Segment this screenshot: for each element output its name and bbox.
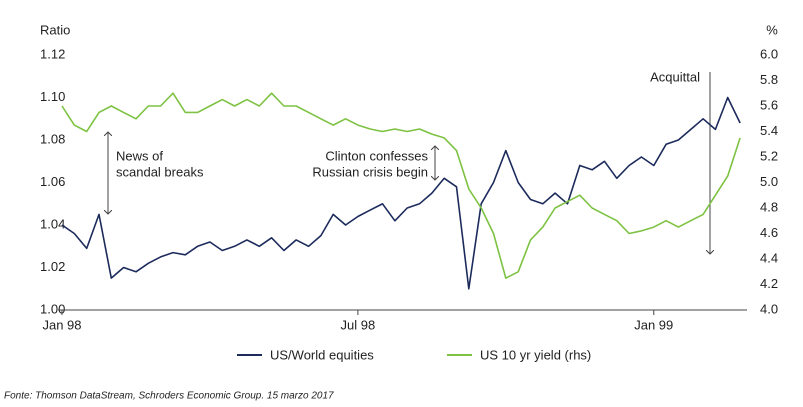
y2-tick-label: 6.0: [760, 46, 778, 61]
y2-tick-label: 5.0: [760, 174, 778, 189]
annotation: Russian crisis begin: [312, 164, 428, 179]
annotation: Acquittal: [650, 69, 700, 84]
x-tick-label: Jan 99: [634, 317, 673, 332]
y2-tick-label: 5.8: [760, 72, 778, 87]
y-tick-label: 1.04: [40, 216, 65, 231]
legend-label: US 10 yr yield (rhs): [480, 347, 591, 362]
series-line: [61, 96, 741, 290]
y2-tick-label: 4.8: [760, 199, 778, 214]
y2-tick-label: 4.0: [760, 301, 778, 316]
y-tick-label: 1.08: [40, 131, 65, 146]
annotation: News of: [116, 148, 163, 163]
y-axis-label: Ratio: [40, 22, 70, 37]
annotation: Clinton confesses: [325, 148, 428, 163]
y2-tick-label: 5.2: [760, 148, 778, 163]
y2-tick-label: 4.4: [760, 250, 778, 265]
y-tick-label: 1.12: [40, 46, 65, 61]
annotation: scandal breaks: [116, 164, 204, 179]
y2-tick-label: 5.6: [760, 97, 778, 112]
y2-tick-label: 4.2: [760, 276, 778, 291]
y-tick-label: 1.06: [40, 174, 65, 189]
y-tick-label: 1.10: [40, 89, 65, 104]
legend-label: US/World equities: [270, 347, 374, 362]
series-line: [61, 92, 741, 279]
y2-tick-label: 4.6: [760, 225, 778, 240]
y-tick-label: 1.00: [40, 301, 65, 316]
y2-tick-label: 5.4: [760, 123, 778, 138]
y-tick-label: 1.02: [40, 259, 65, 274]
source: Fonte: Thomson DataStream, Schroders Eco…: [4, 391, 334, 402]
x-tick-label: Jul 98: [341, 317, 376, 332]
x-tick-label: Jan 98: [42, 317, 81, 332]
y2-axis-label: %: [766, 22, 778, 37]
